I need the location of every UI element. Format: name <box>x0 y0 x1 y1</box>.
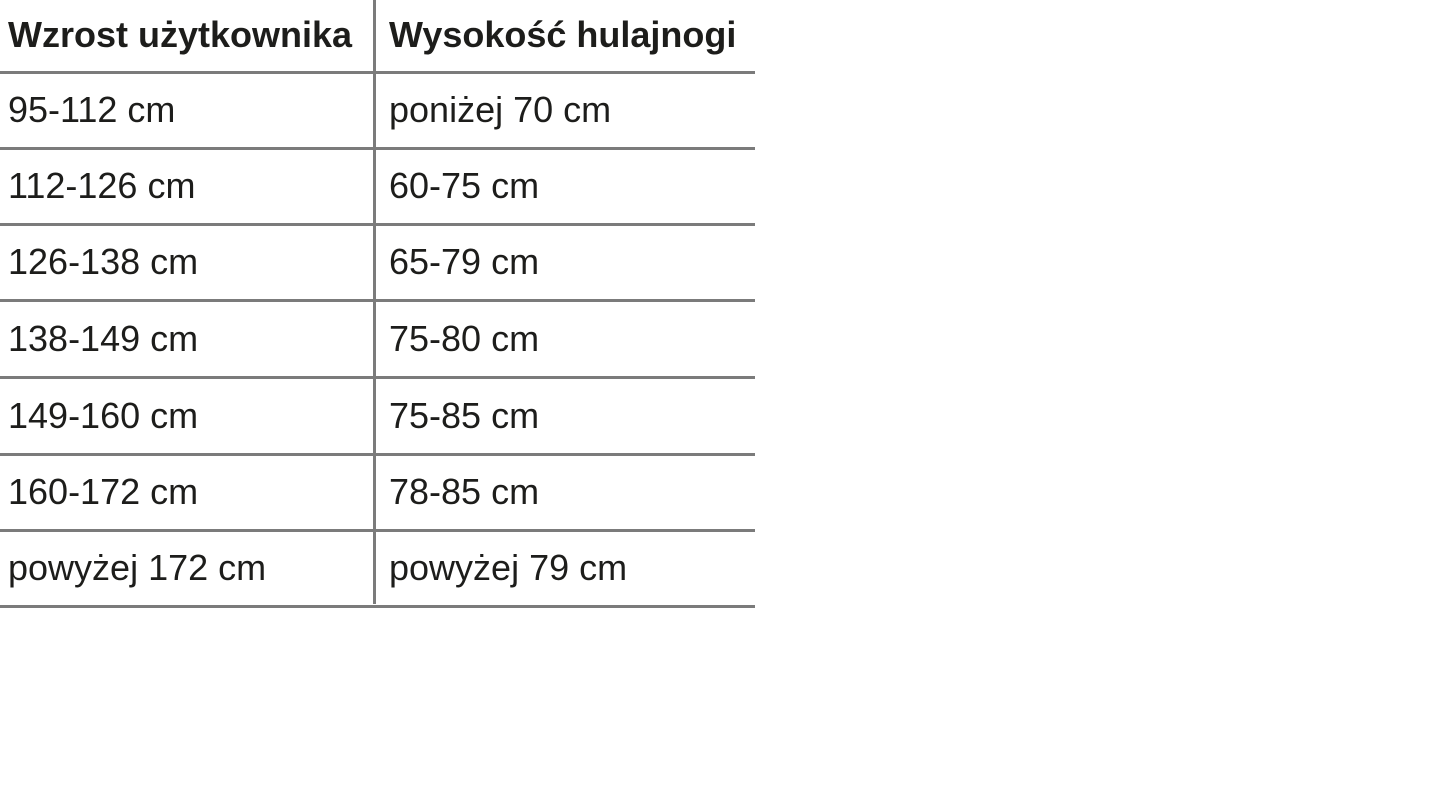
scooter-height-cell: poniżej 70 cm <box>389 89 612 130</box>
user-height-cell: 160-172 cm <box>8 471 199 512</box>
table-body: 95-112 cm poniżej 70 cm 112-126 cm 60-75… <box>0 72 755 606</box>
user-height-cell: 95-112 cm <box>8 89 176 130</box>
scooter-height-cell: 65-79 cm <box>389 241 540 282</box>
col-header-user-height: Wzrost użytkownika <box>8 14 353 56</box>
col-header-scooter-height: Wysokość hulajnogi <box>389 14 737 56</box>
user-height-cell: 112-126 cm <box>8 165 196 206</box>
table-row: 138-149 cm 75-80 cm <box>0 300 755 377</box>
table-row: powyżej 172 cm powyżej 79 cm <box>0 530 755 606</box>
scooter-height-cell: 60-75 cm <box>389 165 540 206</box>
header-row: Wzrost użytkownika Wysokość hulajnogi <box>0 0 755 72</box>
user-height-cell: powyżej 172 cm <box>8 547 267 588</box>
scooter-height-cell: 78-85 cm <box>389 471 540 512</box>
table-row: 149-160 cm 75-85 cm <box>0 377 755 454</box>
size-table: Wzrost użytkownika Wysokość hulajnogi 95… <box>0 0 755 608</box>
scooter-height-cell: 75-80 cm <box>389 317 540 359</box>
table-header: Wzrost użytkownika Wysokość hulajnogi <box>0 0 755 72</box>
user-height-cell: 126-138 cm <box>8 241 199 282</box>
scooter-height-cell: 75-85 cm <box>389 394 540 436</box>
column-divider-line <box>373 0 376 604</box>
table-row: 126-138 cm 65-79 cm <box>0 224 755 300</box>
user-height-cell: 138-149 cm <box>8 317 199 359</box>
table-row: 112-126 cm 60-75 cm <box>0 148 755 224</box>
user-height-cell: 149-160 cm <box>8 394 199 436</box>
table-row: 160-172 cm 78-85 cm <box>0 454 755 530</box>
scooter-height-cell: powyżej 79 cm <box>389 547 628 588</box>
scooter-size-chart: Wzrost użytkownika Wysokość hulajnogi 95… <box>0 0 755 608</box>
table-row: 95-112 cm poniżej 70 cm <box>0 72 755 148</box>
